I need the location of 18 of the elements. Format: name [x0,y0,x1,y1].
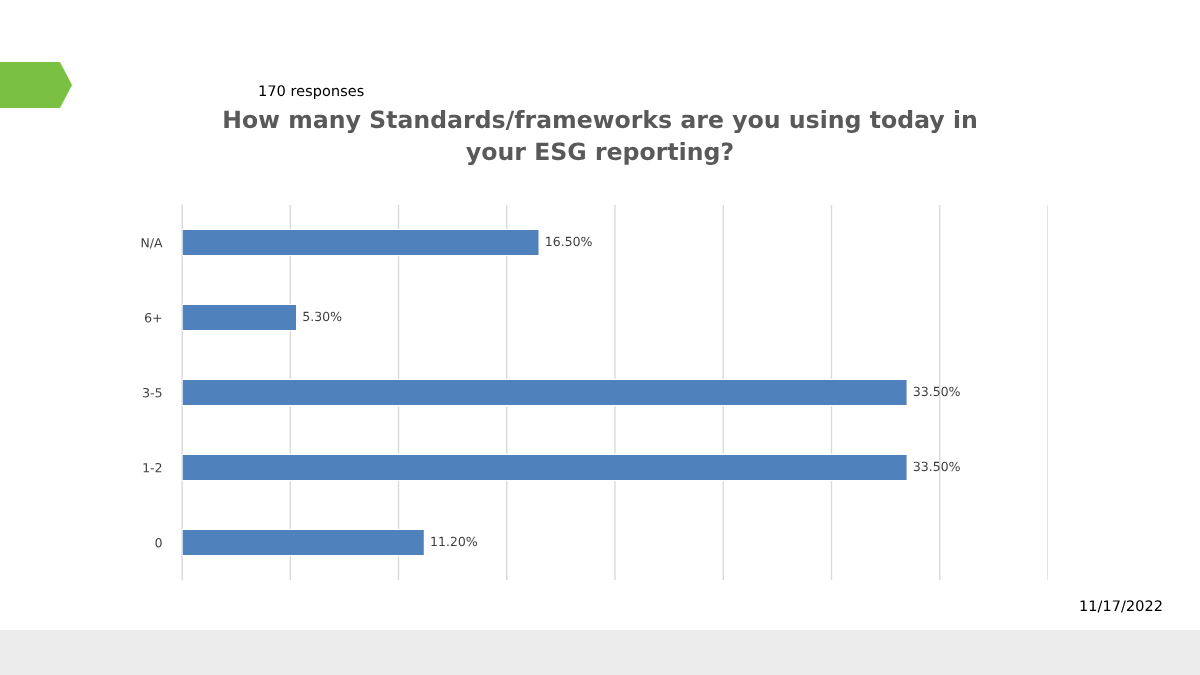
bar [182,378,908,407]
data-label: 33.50% [913,461,960,472]
y-tick-label: 0 [155,537,162,548]
y-tick-label: N/A [141,238,163,249]
text: 170 responses [259,85,364,100]
bar [182,528,426,557]
data-label: 5.30% [303,311,342,322]
data-label: 16.50% [546,236,592,247]
data-label: 33.50% [913,386,960,397]
chart-title: How many Standards/frameworks are you using today in your ESG reporting? [224,109,976,165]
y-tick-label: 3-5 [143,387,162,398]
bar [182,228,540,257]
bar [182,303,298,332]
y-tick-label: 6+ [145,312,162,323]
y-tick-label: 1-2 [143,462,162,473]
text: 11/17/2022 [1080,600,1162,613]
data-label: 11.20% [431,536,478,547]
bar [182,453,908,482]
